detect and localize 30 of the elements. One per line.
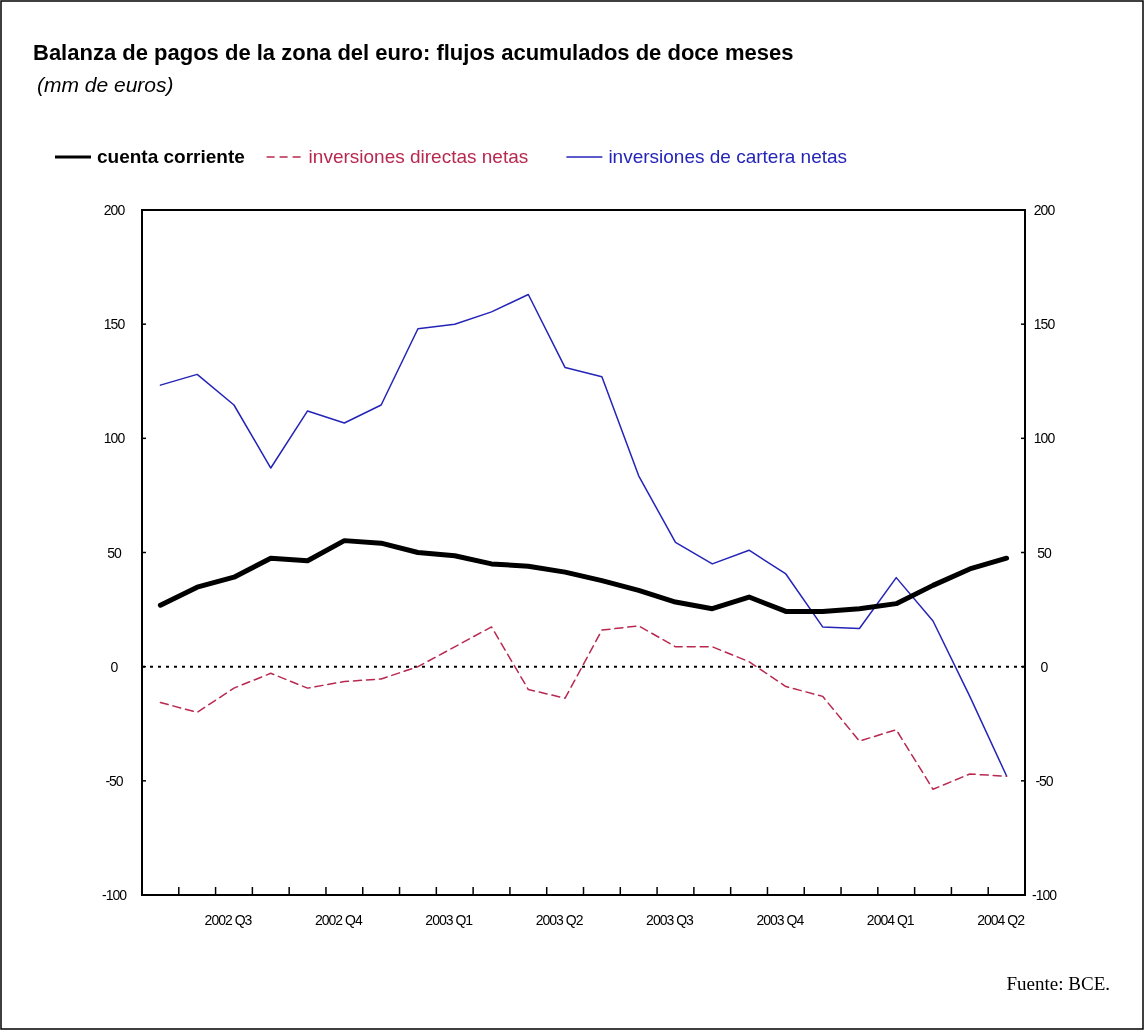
legend-label: cuenta corriente <box>97 146 245 167</box>
y-tick-label: 200 <box>103 202 126 218</box>
legend-label: inversiones directas netas <box>308 146 529 167</box>
y-tick-label: 50 <box>107 544 122 561</box>
x-tick-label: 2003 Q4 <box>756 912 805 928</box>
y2-tick-label: -100 <box>1031 887 1058 903</box>
x-tick-label: 2002 Q4 <box>314 912 363 928</box>
y-tick-label: 0 <box>110 658 119 675</box>
y2-tick-label: 150 <box>1033 316 1056 333</box>
y2-tick-label: 200 <box>1033 202 1056 218</box>
x-tick-label: 2003 Q1 <box>425 912 474 928</box>
chart-title: Balanza de pagos de la zona del euro: flujos acumulados de doce meses <box>33 40 794 65</box>
y-tick-label: -50 <box>105 772 124 789</box>
y2-tick-label: 0 <box>1040 658 1049 675</box>
x-tick-label: 2004 Q1 <box>866 912 915 928</box>
chart-subtitle: (mm de euros) <box>37 73 174 96</box>
line-series <box>159 293 1008 777</box>
y-tick-label: -100 <box>101 887 128 903</box>
x-tick-label: 2003 Q2 <box>535 912 584 928</box>
y2-tick-label: -50 <box>1035 772 1054 789</box>
y-tick-label: 150 <box>103 316 126 333</box>
legend-label: inversiones de cartera netas <box>608 146 848 167</box>
x-tick-label: 2003 Q3 <box>646 912 695 928</box>
source-note: Fuente: BCE. <box>1006 973 1110 994</box>
y-tick-label: 100 <box>103 430 126 447</box>
x-tick-label: 2002 Q3 <box>204 912 253 928</box>
y2-tick-label: 100 <box>1033 430 1056 447</box>
line-series <box>159 625 1008 791</box>
y2-tick-label: 50 <box>1037 544 1052 561</box>
x-tick-label: 2004 Q2 <box>977 912 1026 928</box>
